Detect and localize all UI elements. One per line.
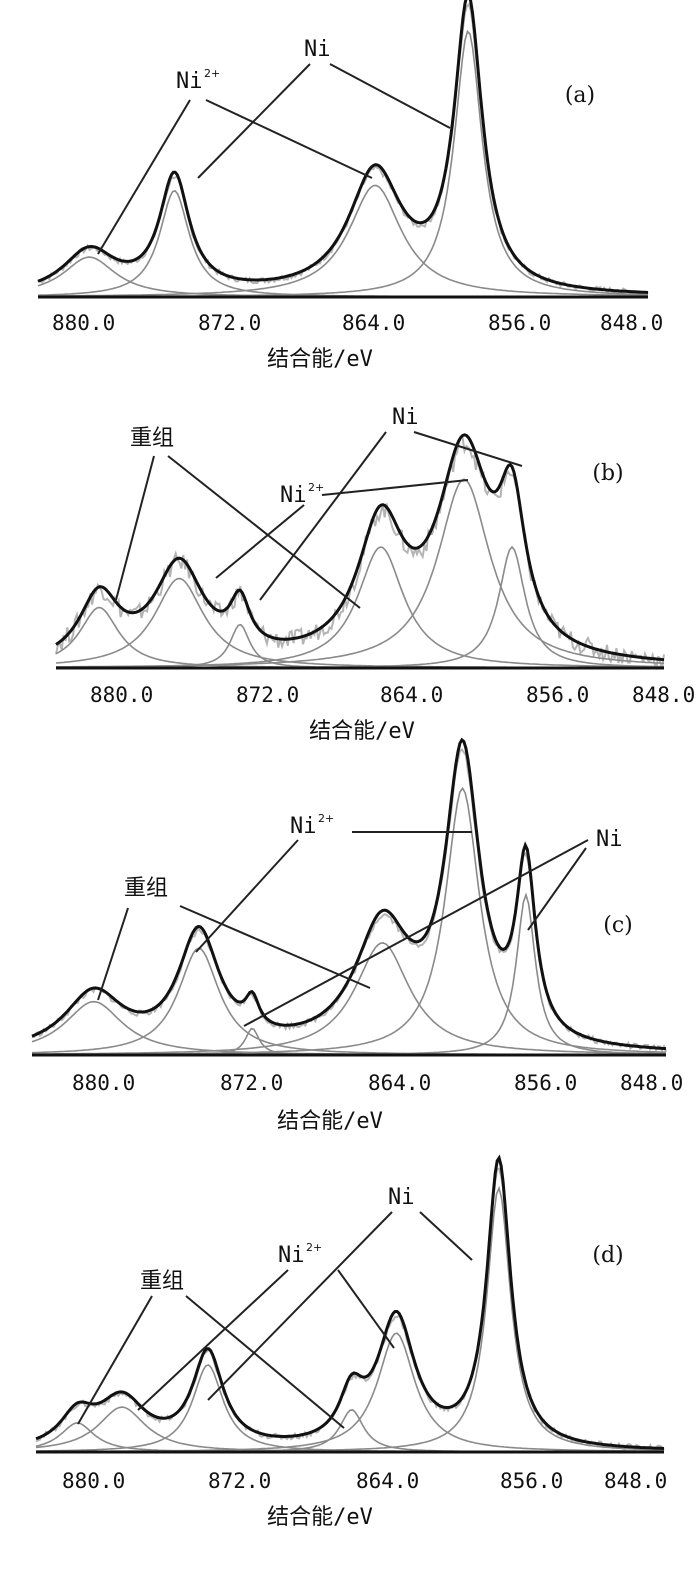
component-peak-4 <box>32 942 667 1055</box>
x-tick-label: 848.0 <box>600 311 663 335</box>
annotation-superscript: 2+ <box>308 481 324 494</box>
x-tick-label: 872.0 <box>220 1071 283 1095</box>
annotation-label: Ni <box>290 814 317 839</box>
annotation-superscript: 2+ <box>204 67 220 80</box>
annotation-leader-line <box>97 99 191 255</box>
x-tick-label: 880.0 <box>90 683 153 707</box>
envelope-fit-line <box>55 433 665 662</box>
annotation-leader-line <box>243 839 589 1027</box>
raw-spectrum-line <box>37 2 649 297</box>
annotation-label: Ni <box>278 1243 305 1268</box>
annotation-leader-line <box>329 63 451 129</box>
panel-label: (d) <box>592 1243 623 1268</box>
annotation-leader-line <box>195 839 299 953</box>
envelope-fit-line <box>37 0 649 294</box>
component-peak-5 <box>56 478 665 668</box>
component-peak-1 <box>55 606 664 669</box>
annotation-leader-line <box>167 455 361 609</box>
annotation-leader-line <box>205 99 373 179</box>
x-tick-label: 872.0 <box>236 683 299 707</box>
x-axis-label: 结合能/eV <box>309 719 415 744</box>
annotation-leader-line <box>185 1295 345 1429</box>
panel-label: (c) <box>603 913 633 938</box>
annotation-label: 重组 <box>130 426 174 451</box>
envelope-fit-line <box>35 1154 665 1450</box>
annotation-superscript: 2+ <box>318 812 334 825</box>
annotation-leader-line <box>259 431 387 601</box>
component-peak-3 <box>38 184 649 297</box>
x-tick-label: 848.0 <box>604 1469 667 1493</box>
annotation-leader-line <box>97 907 129 1001</box>
panel-label: (a) <box>565 83 595 108</box>
annotation-leader-line <box>207 1211 393 1401</box>
annotation-label: Ni <box>388 1185 415 1210</box>
annotation-leader-line <box>321 479 469 496</box>
component-peak-5 <box>32 786 666 1056</box>
component-peak-5 <box>36 1332 665 1453</box>
annotation-label: Ni <box>392 405 419 430</box>
x-tick-label: 864.0 <box>368 1071 431 1095</box>
annotation-leader-line <box>197 63 311 179</box>
x-tick-label: 856.0 <box>514 1071 577 1095</box>
x-tick-label: 856.0 <box>526 683 589 707</box>
annotation-leader-line <box>527 847 587 931</box>
x-tick-label: 864.0 <box>342 311 405 335</box>
x-tick-label: 856.0 <box>488 311 551 335</box>
annotation-leader-line <box>115 455 155 601</box>
annotation-label: Ni <box>304 37 331 62</box>
component-peak-2 <box>31 947 666 1056</box>
x-tick-label: 864.0 <box>356 1469 419 1493</box>
x-tick-label: 872.0 <box>198 311 261 335</box>
annotation-leader-line <box>215 504 305 579</box>
component-peak-4 <box>36 1409 664 1453</box>
x-axis-label: 结合能/eV <box>267 347 373 372</box>
annotation-superscript: 2+ <box>306 1241 322 1254</box>
panel-label: (b) <box>592 461 623 486</box>
raw-spectrum-line <box>55 435 665 671</box>
x-tick-label: 880.0 <box>62 1469 125 1493</box>
annotation-leader-line <box>337 1269 395 1349</box>
annotation-label: Ni <box>280 483 307 508</box>
x-tick-label: 856.0 <box>500 1469 563 1493</box>
x-tick-label: 880.0 <box>52 311 115 335</box>
x-tick-label: 848.0 <box>620 1071 683 1095</box>
x-tick-label: 872.0 <box>208 1469 271 1493</box>
annotation-label: 重组 <box>124 876 168 901</box>
component-peak-6 <box>36 1185 665 1453</box>
annotation-leader-line <box>419 1211 473 1261</box>
x-axis-label: 结合能/eV <box>267 1505 373 1530</box>
annotation-label: Ni <box>596 827 623 852</box>
annotation-label: 重组 <box>140 1269 184 1294</box>
raw-spectrum-line <box>35 1167 665 1452</box>
annotation-leader-line <box>137 1269 289 1411</box>
x-tick-label: 880.0 <box>72 1071 135 1095</box>
annotation-label: Ni <box>176 69 203 94</box>
x-axis-label: 结合能/eV <box>277 1109 383 1134</box>
annotation-leader-line <box>413 431 523 467</box>
annotation-leader-line <box>77 1295 153 1425</box>
x-tick-label: 864.0 <box>380 683 443 707</box>
x-tick-label: 848.0 <box>632 683 695 707</box>
